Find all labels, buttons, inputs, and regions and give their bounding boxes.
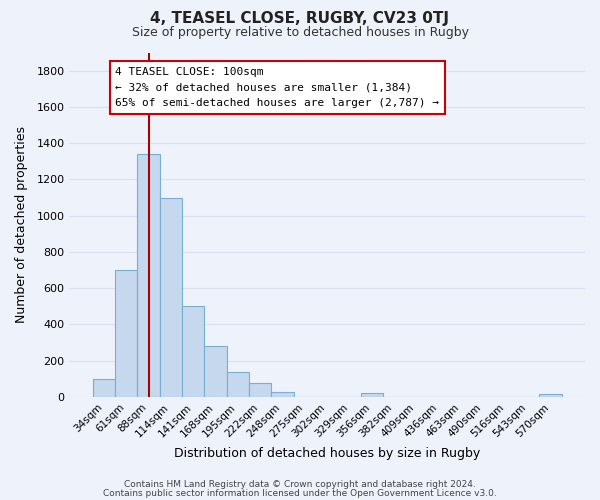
Text: 4, TEASEL CLOSE, RUGBY, CV23 0TJ: 4, TEASEL CLOSE, RUGBY, CV23 0TJ [151, 11, 449, 26]
Text: 4 TEASEL CLOSE: 100sqm
← 32% of detached houses are smaller (1,384)
65% of semi-: 4 TEASEL CLOSE: 100sqm ← 32% of detached… [115, 67, 439, 108]
Bar [539, 394, 562, 397]
Bar [137, 154, 160, 397]
Bar [160, 198, 182, 397]
Bar [182, 306, 205, 397]
Text: Contains HM Land Registry data © Crown copyright and database right 2024.: Contains HM Land Registry data © Crown c… [124, 480, 476, 489]
Bar [93, 379, 115, 397]
Text: Size of property relative to detached houses in Rugby: Size of property relative to detached ho… [131, 26, 469, 39]
Bar [227, 372, 249, 397]
Text: Contains public sector information licensed under the Open Government Licence v3: Contains public sector information licen… [103, 489, 497, 498]
Bar [361, 394, 383, 397]
Bar [249, 384, 271, 397]
Y-axis label: Number of detached properties: Number of detached properties [15, 126, 28, 323]
Bar [271, 392, 293, 397]
X-axis label: Distribution of detached houses by size in Rugby: Distribution of detached houses by size … [174, 447, 480, 460]
Bar [205, 346, 227, 397]
Bar [115, 270, 137, 397]
